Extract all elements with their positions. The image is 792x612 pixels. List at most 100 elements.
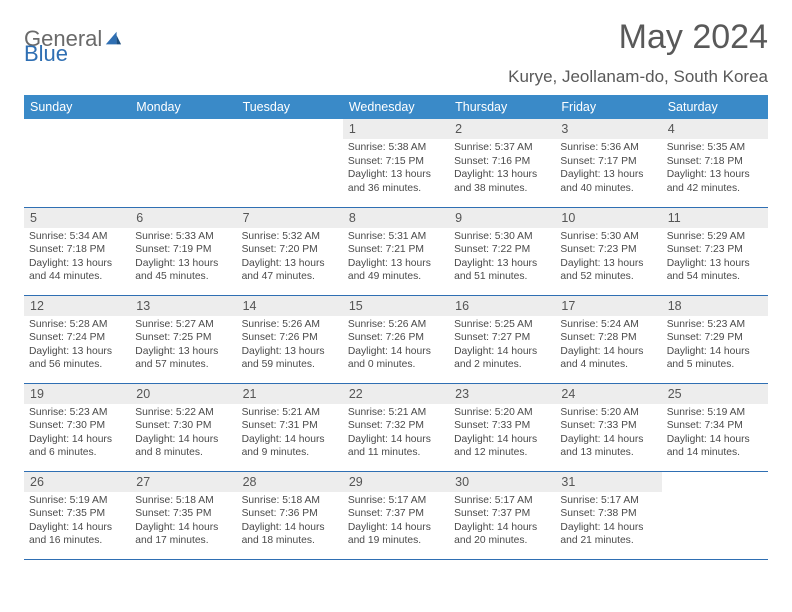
day-number: 21: [237, 384, 343, 404]
month-title: May 2024: [619, 18, 768, 57]
daylight-text: Daylight: 14 hours and 9 minutes.: [242, 433, 338, 460]
sunset-text: Sunset: 7:15 PM: [348, 155, 444, 169]
day-number: 4: [662, 119, 768, 139]
day-number: 8: [343, 208, 449, 228]
daylight-text: Daylight: 14 hours and 20 minutes.: [454, 521, 550, 548]
day-details: Sunrise: 5:24 AMSunset: 7:28 PMDaylight:…: [555, 316, 661, 376]
day-details: Sunrise: 5:35 AMSunset: 7:18 PMDaylight:…: [662, 139, 768, 199]
day-number: 19: [24, 384, 130, 404]
calendar-day-cell: 14Sunrise: 5:26 AMSunset: 7:26 PMDayligh…: [237, 295, 343, 383]
day-number: [662, 472, 768, 492]
day-details: Sunrise: 5:28 AMSunset: 7:24 PMDaylight:…: [24, 316, 130, 376]
daylight-text: Daylight: 14 hours and 6 minutes.: [29, 433, 125, 460]
day-number: 15: [343, 296, 449, 316]
day-number: 7: [237, 208, 343, 228]
day-details: Sunrise: 5:18 AMSunset: 7:36 PMDaylight:…: [237, 492, 343, 552]
sunset-text: Sunset: 7:33 PM: [560, 419, 656, 433]
sunset-text: Sunset: 7:17 PM: [560, 155, 656, 169]
sunrise-text: Sunrise: 5:24 AM: [560, 318, 656, 332]
calendar-day-cell: 6Sunrise: 5:33 AMSunset: 7:19 PMDaylight…: [130, 207, 236, 295]
day-number: 27: [130, 472, 236, 492]
weekday-header: Thursday: [449, 95, 555, 119]
day-number: [237, 119, 343, 139]
sunset-text: Sunset: 7:32 PM: [348, 419, 444, 433]
calendar-week-row: 5Sunrise: 5:34 AMSunset: 7:18 PMDaylight…: [24, 207, 768, 295]
sunset-text: Sunset: 7:22 PM: [454, 243, 550, 257]
sunrise-text: Sunrise: 5:26 AM: [348, 318, 444, 332]
calendar-table: SundayMondayTuesdayWednesdayThursdayFrid…: [24, 95, 768, 560]
day-details: Sunrise: 5:30 AMSunset: 7:23 PMDaylight:…: [555, 228, 661, 288]
calendar-day-cell: [662, 471, 768, 559]
day-number: 2: [449, 119, 555, 139]
sunrise-text: Sunrise: 5:31 AM: [348, 230, 444, 244]
calendar-day-cell: 19Sunrise: 5:23 AMSunset: 7:30 PMDayligh…: [24, 383, 130, 471]
daylight-text: Daylight: 14 hours and 2 minutes.: [454, 345, 550, 372]
day-details: Sunrise: 5:21 AMSunset: 7:32 PMDaylight:…: [343, 404, 449, 464]
day-number: 17: [555, 296, 661, 316]
daylight-text: Daylight: 13 hours and 59 minutes.: [242, 345, 338, 372]
daylight-text: Daylight: 13 hours and 56 minutes.: [29, 345, 125, 372]
daylight-text: Daylight: 14 hours and 17 minutes.: [135, 521, 231, 548]
weekday-header: Friday: [555, 95, 661, 119]
daylight-text: Daylight: 14 hours and 14 minutes.: [667, 433, 763, 460]
day-number: 29: [343, 472, 449, 492]
daylight-text: Daylight: 13 hours and 54 minutes.: [667, 257, 763, 284]
sunset-text: Sunset: 7:33 PM: [454, 419, 550, 433]
calendar-day-cell: 11Sunrise: 5:29 AMSunset: 7:23 PMDayligh…: [662, 207, 768, 295]
daylight-text: Daylight: 14 hours and 4 minutes.: [560, 345, 656, 372]
day-details: Sunrise: 5:37 AMSunset: 7:16 PMDaylight:…: [449, 139, 555, 199]
day-number: 5: [24, 208, 130, 228]
day-number: 9: [449, 208, 555, 228]
day-details: Sunrise: 5:19 AMSunset: 7:35 PMDaylight:…: [24, 492, 130, 552]
calendar-day-cell: 9Sunrise: 5:30 AMSunset: 7:22 PMDaylight…: [449, 207, 555, 295]
calendar-day-cell: 12Sunrise: 5:28 AMSunset: 7:24 PMDayligh…: [24, 295, 130, 383]
calendar-day-cell: 17Sunrise: 5:24 AMSunset: 7:28 PMDayligh…: [555, 295, 661, 383]
day-details: Sunrise: 5:20 AMSunset: 7:33 PMDaylight:…: [555, 404, 661, 464]
daylight-text: Daylight: 13 hours and 49 minutes.: [348, 257, 444, 284]
day-number: 18: [662, 296, 768, 316]
sunset-text: Sunset: 7:18 PM: [29, 243, 125, 257]
calendar-day-cell: 2Sunrise: 5:37 AMSunset: 7:16 PMDaylight…: [449, 119, 555, 207]
sunset-text: Sunset: 7:27 PM: [454, 331, 550, 345]
calendar-day-cell: 1Sunrise: 5:38 AMSunset: 7:15 PMDaylight…: [343, 119, 449, 207]
day-number: 3: [555, 119, 661, 139]
day-number: 28: [237, 472, 343, 492]
daylight-text: Daylight: 14 hours and 5 minutes.: [667, 345, 763, 372]
sunrise-text: Sunrise: 5:18 AM: [242, 494, 338, 508]
weekday-header: Monday: [130, 95, 236, 119]
calendar-day-cell: 24Sunrise: 5:20 AMSunset: 7:33 PMDayligh…: [555, 383, 661, 471]
sunrise-text: Sunrise: 5:37 AM: [454, 141, 550, 155]
sunrise-text: Sunrise: 5:18 AM: [135, 494, 231, 508]
day-details: Sunrise: 5:23 AMSunset: 7:30 PMDaylight:…: [24, 404, 130, 464]
sunrise-text: Sunrise: 5:22 AM: [135, 406, 231, 420]
sunrise-text: Sunrise: 5:25 AM: [454, 318, 550, 332]
sunrise-text: Sunrise: 5:17 AM: [560, 494, 656, 508]
sunset-text: Sunset: 7:35 PM: [135, 507, 231, 521]
daylight-text: Daylight: 13 hours and 36 minutes.: [348, 168, 444, 195]
calendar-day-cell: 7Sunrise: 5:32 AMSunset: 7:20 PMDaylight…: [237, 207, 343, 295]
day-number: 31: [555, 472, 661, 492]
calendar-day-cell: [24, 119, 130, 207]
sunrise-text: Sunrise: 5:28 AM: [29, 318, 125, 332]
day-details: Sunrise: 5:29 AMSunset: 7:23 PMDaylight:…: [662, 228, 768, 288]
calendar-day-cell: 28Sunrise: 5:18 AMSunset: 7:36 PMDayligh…: [237, 471, 343, 559]
calendar-day-cell: 20Sunrise: 5:22 AMSunset: 7:30 PMDayligh…: [130, 383, 236, 471]
daylight-text: Daylight: 13 hours and 44 minutes.: [29, 257, 125, 284]
calendar-day-cell: 5Sunrise: 5:34 AMSunset: 7:18 PMDaylight…: [24, 207, 130, 295]
day-details: Sunrise: 5:17 AMSunset: 7:38 PMDaylight:…: [555, 492, 661, 552]
sunrise-text: Sunrise: 5:19 AM: [29, 494, 125, 508]
daylight-text: Daylight: 14 hours and 19 minutes.: [348, 521, 444, 548]
calendar-day-cell: 10Sunrise: 5:30 AMSunset: 7:23 PMDayligh…: [555, 207, 661, 295]
sunset-text: Sunset: 7:37 PM: [454, 507, 550, 521]
sunset-text: Sunset: 7:19 PM: [135, 243, 231, 257]
sunset-text: Sunset: 7:36 PM: [242, 507, 338, 521]
daylight-text: Daylight: 14 hours and 18 minutes.: [242, 521, 338, 548]
sunset-text: Sunset: 7:28 PM: [560, 331, 656, 345]
daylight-text: Daylight: 14 hours and 8 minutes.: [135, 433, 231, 460]
location-text: Kurye, Jeollanam-do, South Korea: [24, 67, 768, 87]
day-number: 6: [130, 208, 236, 228]
sunrise-text: Sunrise: 5:20 AM: [454, 406, 550, 420]
day-details: Sunrise: 5:32 AMSunset: 7:20 PMDaylight:…: [237, 228, 343, 288]
daylight-text: Daylight: 13 hours and 45 minutes.: [135, 257, 231, 284]
sunset-text: Sunset: 7:37 PM: [348, 507, 444, 521]
